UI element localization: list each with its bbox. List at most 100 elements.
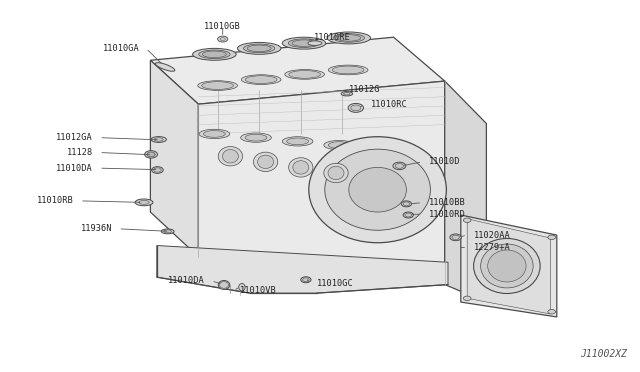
Text: 11010GC: 11010GC [317,279,353,288]
Text: 11010RD: 11010RD [429,210,465,219]
Ellipse shape [289,71,321,78]
Ellipse shape [164,230,172,233]
Ellipse shape [218,147,243,166]
Ellipse shape [237,42,281,54]
Ellipse shape [308,41,322,45]
Polygon shape [445,81,486,302]
Ellipse shape [474,238,540,294]
Ellipse shape [337,35,361,41]
Ellipse shape [289,158,313,177]
Ellipse shape [135,199,153,206]
Ellipse shape [202,51,227,58]
Circle shape [348,103,364,112]
Polygon shape [467,219,550,314]
Circle shape [548,310,556,314]
Ellipse shape [199,129,230,138]
Ellipse shape [292,161,308,174]
Ellipse shape [220,282,228,288]
Ellipse shape [161,229,174,234]
Text: 11012G: 11012G [349,85,380,94]
Text: 11010DA: 11010DA [168,276,205,285]
Ellipse shape [328,142,350,148]
Ellipse shape [241,133,271,142]
Ellipse shape [193,48,236,60]
Ellipse shape [244,44,275,53]
Circle shape [396,163,404,168]
Ellipse shape [341,92,353,96]
Ellipse shape [257,155,274,169]
Circle shape [463,218,471,222]
Ellipse shape [324,163,348,183]
Polygon shape [461,215,557,317]
Circle shape [351,105,361,111]
Circle shape [403,202,410,206]
Circle shape [218,36,228,42]
Circle shape [147,152,155,157]
Text: 11012GA: 11012GA [56,133,93,142]
Text: 11010RE: 11010RE [314,33,350,42]
Ellipse shape [481,244,533,288]
Text: 11010DA: 11010DA [56,164,93,173]
Circle shape [403,212,413,218]
Circle shape [147,152,155,157]
Text: 11010RC: 11010RC [371,100,408,109]
Ellipse shape [327,32,371,44]
Ellipse shape [282,37,326,49]
Circle shape [220,38,225,41]
Text: 12279+A: 12279+A [474,243,510,252]
Circle shape [405,213,412,217]
Ellipse shape [239,283,245,291]
Text: 11010GB: 11010GB [204,22,241,31]
Ellipse shape [218,280,230,289]
Text: 11128: 11128 [67,148,93,157]
Ellipse shape [202,82,234,89]
Ellipse shape [344,93,350,95]
Text: 11010D: 11010D [429,157,460,166]
Circle shape [452,235,460,240]
Ellipse shape [285,70,324,79]
Ellipse shape [324,149,430,230]
Circle shape [548,235,556,240]
Ellipse shape [332,66,364,74]
Ellipse shape [488,250,526,282]
Ellipse shape [365,144,396,153]
Circle shape [152,167,163,173]
Polygon shape [150,37,445,104]
Polygon shape [150,60,198,257]
Circle shape [145,151,157,158]
Ellipse shape [241,75,281,84]
Ellipse shape [289,39,319,48]
Circle shape [450,234,461,241]
Ellipse shape [245,134,267,141]
Ellipse shape [245,76,277,83]
Ellipse shape [333,33,364,42]
Ellipse shape [253,152,278,171]
Circle shape [463,296,471,301]
Text: 11020AA: 11020AA [474,231,510,240]
Ellipse shape [156,62,175,71]
Ellipse shape [223,150,238,163]
Ellipse shape [204,131,225,137]
Ellipse shape [328,166,344,180]
Polygon shape [198,81,445,285]
Circle shape [301,277,311,283]
Circle shape [154,168,161,172]
Ellipse shape [199,50,230,59]
Ellipse shape [282,137,313,146]
Ellipse shape [247,45,271,52]
Ellipse shape [324,140,355,150]
Text: 11936N: 11936N [81,224,112,233]
Circle shape [401,201,412,207]
Polygon shape [157,246,448,293]
Ellipse shape [292,40,316,46]
Ellipse shape [328,65,368,75]
Ellipse shape [151,137,166,142]
Ellipse shape [154,138,163,141]
Ellipse shape [287,138,308,145]
Text: 11010BB: 11010BB [429,198,465,207]
Text: 11010RB: 11010RB [37,196,74,205]
Ellipse shape [198,81,237,90]
Circle shape [393,162,406,170]
Text: 11010VB: 11010VB [240,286,276,295]
Circle shape [303,278,309,282]
